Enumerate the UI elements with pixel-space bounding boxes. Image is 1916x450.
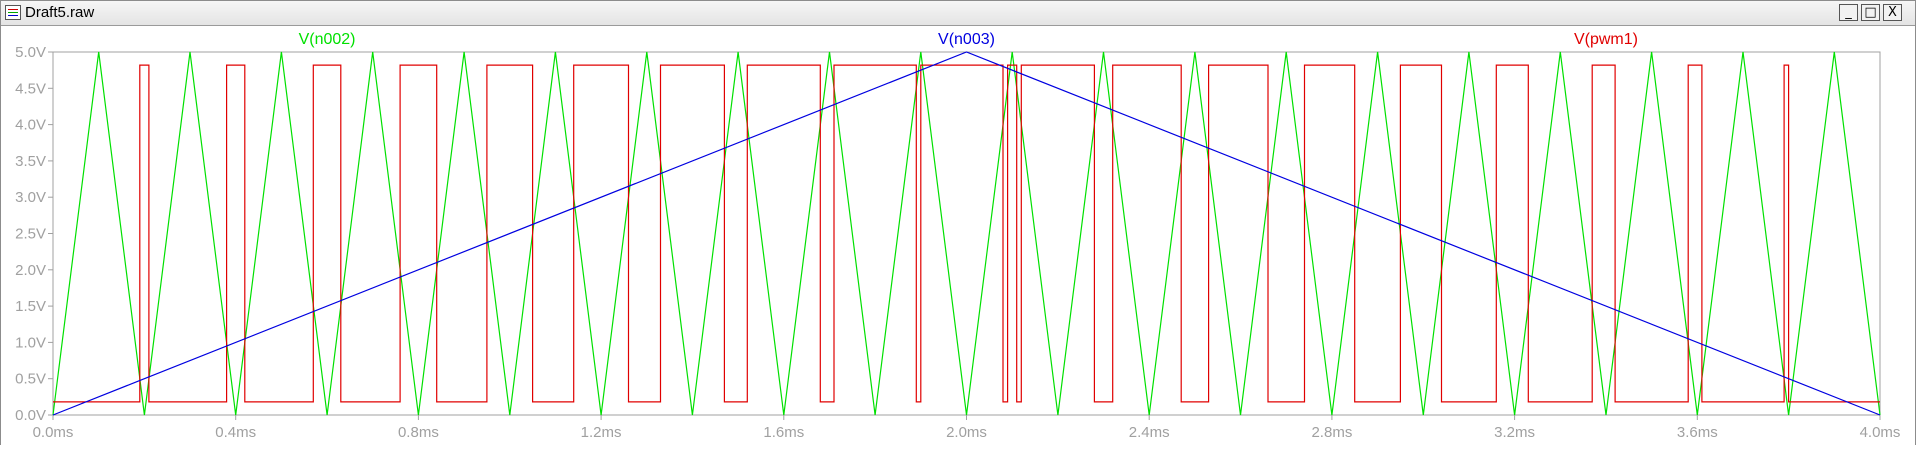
x-axis: 0.0ms 0.4ms 0.8ms 1.2ms 1.6ms 2.0ms 2.4ms 2.8ms… [33, 415, 1901, 441]
y-tick-label: 4.0V [15, 117, 46, 134]
traces [52, 51, 1881, 416]
y-tick-label: 3.0V [15, 189, 46, 206]
trace-v-n002 [52, 51, 1881, 416]
trace-label-2[interactable]: V(pwm1) [1574, 31, 1638, 48]
y-tick-label: 0.0V [15, 407, 46, 424]
y-tick-label: 3.5V [15, 153, 46, 170]
plot-pane[interactable]: 0.0V 0.5V 1.0V 1.5V 2.0V 2.5V 3.0V 3.5V 4.0V 4.5V… [1, 26, 1915, 445]
y-tick-label: 5.0V [15, 44, 46, 61]
x-tick-label: 0.0ms [33, 424, 74, 441]
plot-frame [52, 51, 1881, 416]
trace-v-pwm1 [53, 64, 1880, 403]
x-tick-label: 0.8ms [398, 424, 439, 441]
x-tick-label: 3.6ms [1677, 424, 1718, 441]
y-axis: 0.0V 0.5V 1.0V 1.5V 2.0V 2.5V 3.0V 3.5V 4.0V 4.5V… [15, 44, 53, 424]
x-tick-label: 3.2ms [1494, 424, 1535, 441]
y-tick-label: 1.5V [15, 298, 46, 315]
y-tick-label: 4.5V [15, 80, 46, 97]
x-tick-label: 4.0ms [1860, 424, 1901, 441]
trace-v-n003 [52, 51, 1881, 416]
close-button[interactable]: X [1883, 4, 1902, 21]
waveform-chart[interactable]: 0.0V 0.5V 1.0V 1.5V 2.0V 2.5V 3.0V 3.5V 4.0V 4.5V… [1, 26, 1915, 445]
y-tick-label: 1.0V [15, 334, 46, 351]
y-tick-label: 2.5V [15, 226, 46, 243]
x-tick-label: 2.0ms [946, 424, 987, 441]
y-tick-label: 0.5V [15, 371, 46, 388]
minimize-button[interactable]: _ [1839, 4, 1858, 21]
maximize-button[interactable]: □ [1861, 4, 1880, 21]
trace-label-1[interactable]: V(n003) [938, 31, 995, 48]
window-title: Draft5.raw [25, 4, 95, 21]
x-tick-label: 1.6ms [763, 424, 804, 441]
y-tick-label: 2.0V [15, 262, 46, 279]
x-tick-label: 1.2ms [581, 424, 622, 441]
title-bar[interactable]: Draft5.raw _ □ X [1, 1, 1915, 26]
trace-labels: V(n002) V(n003) V(pwm1) [299, 31, 1638, 48]
waveform-app-icon[interactable] [5, 5, 21, 20]
x-tick-label: 2.4ms [1129, 424, 1170, 441]
x-tick-label: 2.8ms [1311, 424, 1352, 441]
x-tick-label: 0.4ms [215, 424, 256, 441]
trace-label-0[interactable]: V(n002) [299, 31, 356, 48]
